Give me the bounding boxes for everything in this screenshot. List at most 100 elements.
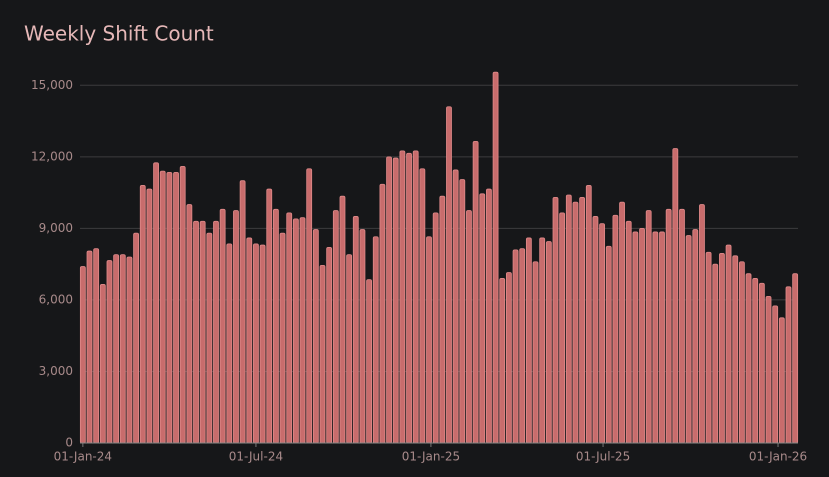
bar <box>412 150 419 444</box>
bar <box>119 254 126 444</box>
bar <box>432 212 439 444</box>
bar <box>173 171 179 444</box>
bar <box>765 295 772 444</box>
bar <box>645 210 652 444</box>
bar <box>612 214 619 444</box>
bar <box>712 263 719 444</box>
bar <box>86 250 93 444</box>
bar <box>253 243 259 444</box>
bar <box>565 194 572 444</box>
x-tick-label: 01-Jul-24 <box>229 450 283 464</box>
bar <box>386 156 392 444</box>
bar <box>273 208 279 444</box>
bar <box>639 227 645 444</box>
bar <box>312 229 319 444</box>
bar <box>346 254 353 444</box>
bar <box>259 244 266 444</box>
bar <box>332 210 339 444</box>
bar <box>605 245 612 444</box>
bar <box>486 188 492 444</box>
bar <box>545 241 552 444</box>
bar <box>452 169 459 444</box>
bar <box>126 256 133 444</box>
bar <box>599 223 605 444</box>
bar <box>326 247 333 444</box>
bar <box>778 317 785 444</box>
bar <box>552 196 559 444</box>
bar <box>392 157 399 444</box>
bar <box>559 212 566 444</box>
bar <box>213 220 219 444</box>
bar <box>745 273 752 444</box>
bar <box>426 236 432 444</box>
bar <box>299 217 306 444</box>
bar <box>625 220 632 444</box>
x-tick-label: 01-Jul-25 <box>576 450 630 464</box>
bar <box>319 264 326 444</box>
bar <box>459 179 466 444</box>
bar <box>512 249 519 444</box>
bar <box>352 216 359 444</box>
y-tick-label: 12,000 <box>31 149 73 163</box>
bar <box>246 237 253 444</box>
bar <box>199 220 206 444</box>
bar <box>286 212 293 444</box>
bar <box>99 284 106 444</box>
bar <box>659 231 665 444</box>
bar <box>133 232 140 444</box>
bar <box>219 208 226 444</box>
bar <box>499 278 506 444</box>
bar <box>505 272 512 444</box>
y-tick-label: 3,000 <box>39 364 73 378</box>
bar <box>233 210 239 444</box>
bar <box>632 231 639 444</box>
bar <box>758 282 765 444</box>
bar <box>532 261 539 444</box>
bar <box>399 150 406 444</box>
bar <box>366 279 373 444</box>
bar <box>279 232 286 444</box>
bar <box>93 248 100 444</box>
bar <box>186 204 193 444</box>
bar <box>372 236 379 444</box>
bar <box>359 229 366 444</box>
bar <box>479 193 486 444</box>
x-tick-label: 01-Jan-24 <box>54 450 112 464</box>
bar <box>738 261 745 444</box>
bar <box>539 237 546 444</box>
bar <box>159 170 166 444</box>
bar <box>592 216 599 444</box>
bar <box>419 168 426 444</box>
bar <box>466 210 472 444</box>
bar <box>179 165 186 444</box>
bar <box>153 162 159 444</box>
bar <box>585 185 592 444</box>
bar <box>792 273 799 444</box>
y-tick-label: 0 <box>65 436 73 450</box>
bar <box>519 248 526 444</box>
bar <box>226 243 233 444</box>
bar <box>525 237 532 444</box>
bar <box>492 71 499 444</box>
bar <box>379 183 386 444</box>
bar <box>139 185 146 444</box>
bar <box>306 168 313 444</box>
bar <box>113 254 120 444</box>
bar <box>679 208 685 444</box>
bar <box>266 188 273 444</box>
bar <box>239 180 246 444</box>
bar <box>193 220 199 444</box>
bar <box>785 286 792 444</box>
bar <box>619 201 625 444</box>
bar <box>652 231 659 444</box>
bar <box>439 195 446 444</box>
x-tick-label: 01-Jan-26 <box>749 450 807 464</box>
bar <box>732 255 739 444</box>
bar <box>725 244 732 444</box>
bar <box>685 235 692 444</box>
bar <box>572 201 579 444</box>
bar <box>579 196 586 444</box>
bar <box>106 260 113 444</box>
